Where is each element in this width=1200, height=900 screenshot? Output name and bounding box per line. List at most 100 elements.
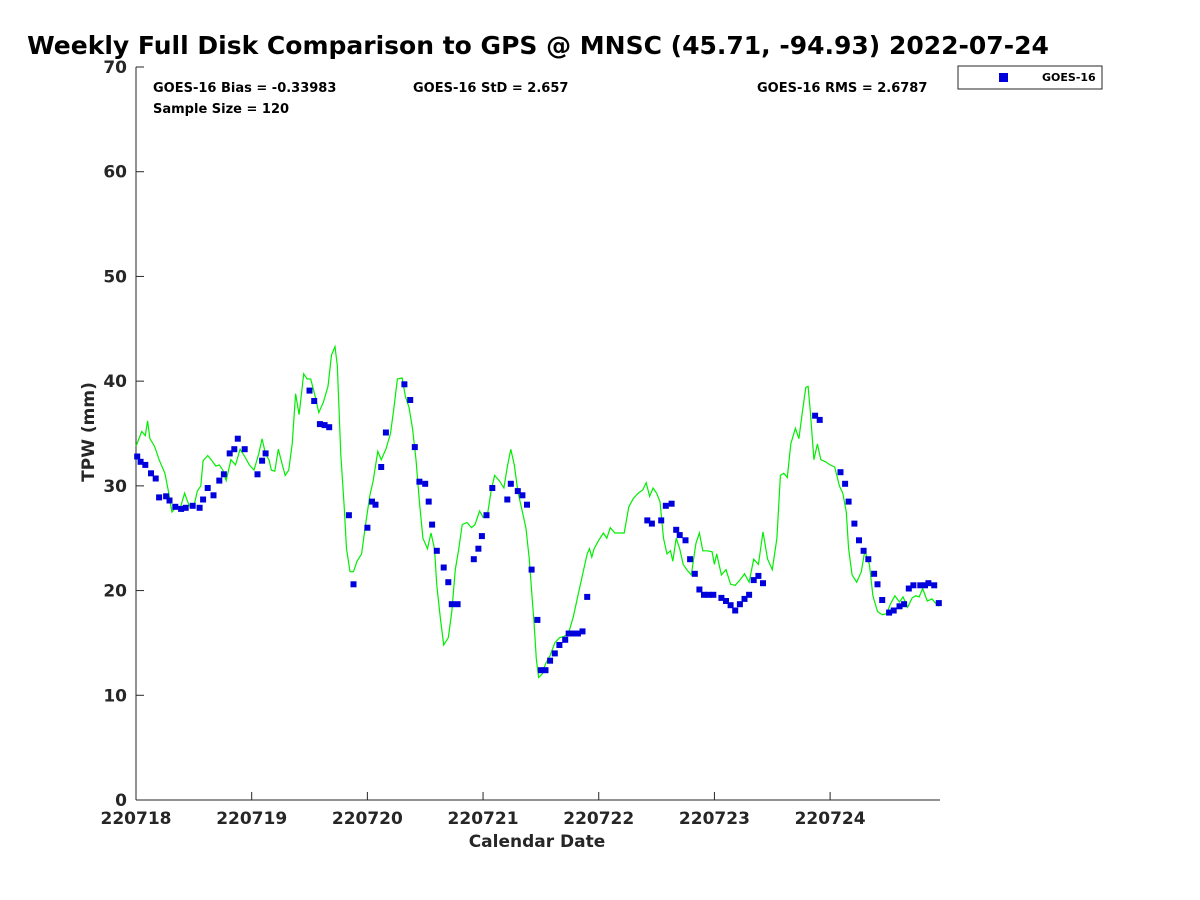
goes-16-point (562, 636, 569, 643)
goes-16-point (148, 470, 154, 477)
goes-16-point (551, 650, 558, 657)
goes-16-point (710, 591, 717, 598)
goes-16-point (905, 585, 912, 592)
goes-16-point (231, 446, 238, 453)
goes-16-point (524, 501, 530, 508)
goes-16-point (401, 381, 408, 388)
goes-16-point (262, 450, 269, 457)
goes-16-point (687, 556, 694, 563)
goes-16-point (440, 564, 447, 571)
goes-16-point (727, 602, 734, 609)
y-axis-ticks: 0 10 20 30 40 50 60 70 (103, 58, 144, 811)
goes-16-point (931, 582, 938, 589)
bias-stat: GOES-16 Bias = -0.33983 (153, 81, 336, 96)
goes-16-point (519, 492, 526, 499)
goes-16-point (845, 498, 852, 505)
goes-16-point (910, 582, 917, 589)
goes-16-point (504, 496, 511, 503)
goes-16-point (571, 630, 578, 637)
goes-16-point (416, 478, 423, 485)
goes-16-point (178, 505, 185, 512)
goes-16-point (163, 493, 170, 500)
goes-16-point (584, 593, 591, 600)
goes-16-point (565, 630, 572, 637)
goes-16-point (851, 520, 858, 527)
goes-16-point (860, 547, 867, 554)
x-tick-label: 220720 (332, 809, 403, 829)
goes-16-point (812, 412, 819, 419)
x-tick-label: 220721 (448, 809, 519, 829)
goes-16-point (172, 503, 179, 510)
goes-16-point (182, 504, 189, 511)
goes-16-point (216, 477, 223, 484)
goes-16-point (259, 457, 266, 464)
goes-16-point (842, 480, 849, 487)
goes-16-point (922, 582, 928, 589)
goes-16-point (483, 512, 490, 519)
goes-16-point (475, 545, 482, 552)
goes-16-point (658, 517, 665, 524)
goes-16-point (425, 498, 432, 505)
goes-16-point (142, 461, 149, 468)
legend: GOES-16 (957, 65, 1103, 90)
goes-16-point (901, 601, 908, 608)
x-tick-label: 220723 (679, 809, 750, 829)
goes-16-point (326, 424, 333, 431)
goes-16-point (886, 609, 893, 616)
goes-16-point (718, 594, 725, 601)
goes-16-point (856, 537, 862, 544)
goes-16-point (350, 581, 357, 588)
goes-16-point (234, 435, 241, 442)
plot-area: 0 10 20 30 40 50 60 70 220718 220719 220720 220721… (101, 58, 942, 829)
goes-16-point (644, 517, 651, 524)
goes-16-point (935, 600, 942, 607)
goes-16-point (755, 572, 762, 579)
goes-16-point (489, 485, 496, 491)
x-tick-label: 220722 (563, 809, 634, 829)
goes-16-point (542, 667, 549, 674)
goes-16-point (152, 475, 159, 482)
goes-16-point (750, 577, 757, 584)
goes-16-point (741, 595, 748, 602)
x-tick-label: 220719 (216, 809, 287, 829)
goes-16-point (407, 397, 414, 403)
sample-size-stat: Sample Size = 120 (153, 102, 289, 117)
goes-16-point (382, 429, 389, 436)
goes-16-point (470, 556, 477, 563)
goes-16-point (316, 421, 323, 428)
y-tick-label: 40 (103, 372, 127, 392)
goes-16-point (682, 537, 689, 544)
goes-16-point (254, 471, 261, 478)
goes-16-point (691, 570, 698, 577)
goes-16-point (662, 502, 669, 509)
goes-16-point (917, 582, 924, 589)
goes-16-point (372, 501, 379, 508)
goes-16-point (547, 657, 554, 664)
goes-16-point (556, 642, 563, 648)
goes-16-point (896, 603, 903, 610)
y-tick-label: 30 (103, 477, 127, 497)
goes-16-point (134, 453, 141, 460)
goes-16-point (321, 422, 328, 429)
y-tick-label: 60 (103, 163, 127, 183)
goes-16-point (448, 601, 455, 608)
goes-16-point (925, 580, 932, 587)
rms-stat: GOES-16 RMS = 2.6787 (757, 81, 927, 96)
goes-16-point (696, 586, 703, 593)
goes-16-point (673, 526, 680, 533)
goes-16-point (156, 494, 163, 501)
goes-16-point (537, 667, 544, 674)
y-axis-label: TPW (mm) (79, 382, 99, 482)
goes-16-point (534, 616, 541, 623)
goes-16-point (528, 566, 535, 573)
goes-16-point (514, 488, 521, 495)
goes-16-point (723, 598, 729, 604)
goes-16-point (746, 591, 753, 598)
goes-16-point (241, 446, 248, 453)
goes-16-point (874, 581, 881, 588)
goes-16-point (200, 496, 207, 503)
goes-16-point (837, 469, 844, 476)
y-tick-label: 20 (103, 582, 127, 602)
goes-16-point (879, 597, 886, 603)
